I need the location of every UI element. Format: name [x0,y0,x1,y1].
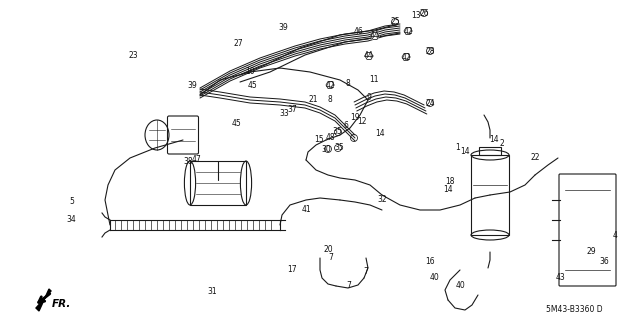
Polygon shape [326,82,334,88]
Text: 8: 8 [328,95,332,105]
Text: 40: 40 [455,281,465,291]
Text: 5: 5 [70,197,74,206]
Bar [190,161,246,205]
Text: 2: 2 [500,138,504,147]
Text: 35: 35 [332,128,342,137]
Text: 24: 24 [425,99,435,108]
Text: 35: 35 [334,144,344,152]
Text: 47: 47 [191,155,201,165]
Text: 39: 39 [187,81,197,91]
Text: 4: 4 [612,232,618,241]
Text: 16: 16 [425,256,435,265]
Text: 12: 12 [357,117,367,127]
Text: 28: 28 [425,47,435,56]
Text: 48: 48 [325,133,335,143]
Text: 40: 40 [430,273,440,283]
Text: 29: 29 [586,248,596,256]
Text: 14: 14 [489,135,499,144]
Text: 7: 7 [328,254,333,263]
Text: 10: 10 [245,68,255,77]
Text: 6: 6 [344,121,348,130]
Text: 18: 18 [445,177,455,187]
Text: 36: 36 [599,257,609,266]
Text: 11: 11 [369,76,379,85]
Text: 32: 32 [377,196,387,204]
Polygon shape [365,53,373,59]
Text: 44: 44 [370,32,380,41]
Text: 27: 27 [233,40,243,48]
Text: 37: 37 [287,105,297,114]
Text: 15: 15 [314,136,324,145]
Text: 19: 19 [350,114,360,122]
Bar [479,147,501,155]
Text: 44: 44 [364,51,374,61]
Text: 45: 45 [247,80,257,90]
Text: 39: 39 [278,24,288,33]
Text: 33: 33 [279,108,289,117]
Text: 7: 7 [347,280,351,290]
Text: 26: 26 [419,9,429,18]
Polygon shape [404,27,412,34]
Text: 42: 42 [403,26,413,35]
Text: 13: 13 [411,11,421,20]
Text: 21: 21 [308,94,317,103]
Text: FR.: FR. [52,299,72,309]
Polygon shape [36,289,51,311]
Text: 14: 14 [460,147,470,157]
Text: 25: 25 [390,18,400,26]
Text: 46: 46 [353,27,363,36]
Text: 41: 41 [301,205,311,214]
Polygon shape [371,33,379,40]
Text: 7: 7 [364,266,369,276]
Text: 22: 22 [531,152,540,161]
Text: 14: 14 [443,186,453,195]
Text: 31: 31 [207,287,217,296]
Polygon shape [402,54,410,61]
Text: 8: 8 [346,79,350,88]
Text: 20: 20 [323,244,333,254]
Text: 17: 17 [287,264,297,273]
Text: 14: 14 [375,129,385,137]
Bar [471,155,509,235]
Text: 42: 42 [401,53,411,62]
Text: 9: 9 [367,93,371,101]
Text: 42: 42 [325,80,335,90]
Text: 1: 1 [456,144,460,152]
Text: 30: 30 [321,145,331,154]
Text: 5M43-B3360 D: 5M43-B3360 D [546,306,602,315]
Text: 34: 34 [66,216,76,225]
Text: 38: 38 [183,158,193,167]
Text: 43: 43 [555,272,565,281]
Text: 45: 45 [232,120,242,129]
Text: 23: 23 [128,51,138,61]
